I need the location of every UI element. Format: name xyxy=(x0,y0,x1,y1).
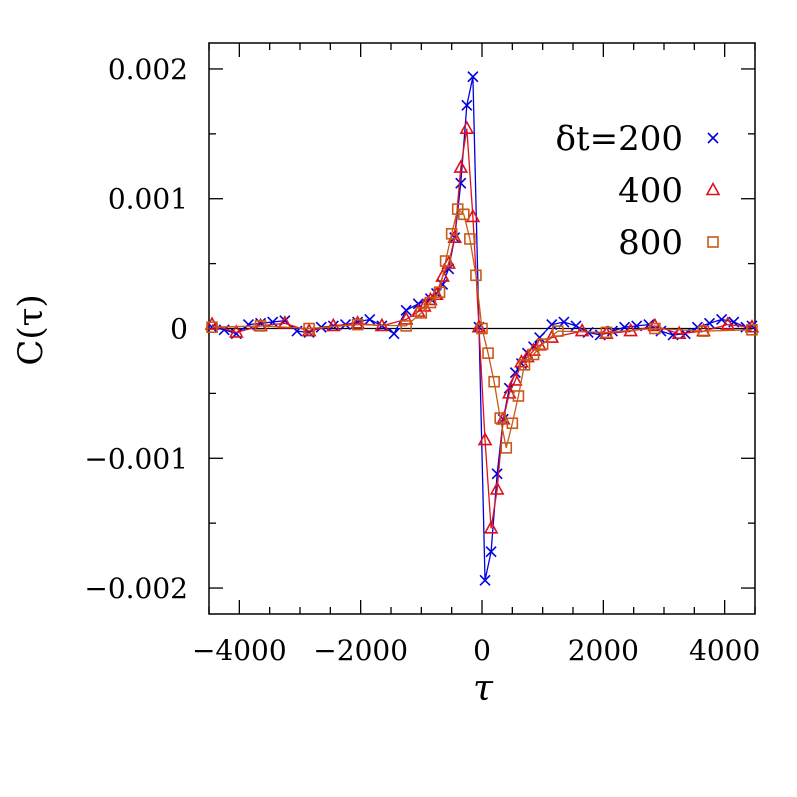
series-line xyxy=(211,128,753,529)
data-point xyxy=(301,322,317,337)
x-axis-label: τ xyxy=(473,668,494,709)
data-point xyxy=(457,208,470,221)
data-point xyxy=(445,227,458,240)
data-point xyxy=(574,322,590,337)
data-point xyxy=(746,323,758,336)
x-tick-label: 0 xyxy=(473,634,491,667)
data-point xyxy=(479,574,491,586)
data-point xyxy=(506,417,519,430)
y-axis-label: C(τ) xyxy=(11,294,51,365)
data-point xyxy=(326,317,341,332)
data-point xyxy=(744,319,760,333)
data-point xyxy=(494,412,507,424)
axis-tick-labels: −4000 −2000 0 2000 4000 −0.002 −0.001 0 0.001 0.0… xyxy=(84,53,760,667)
y-tick-label: 0 xyxy=(170,313,188,346)
data-point xyxy=(388,328,400,340)
data-point xyxy=(447,229,463,243)
data-point xyxy=(485,546,497,558)
y-tick-label: −0.001 xyxy=(84,442,188,475)
x-tick-label: 2000 xyxy=(568,634,639,667)
y-tick-label: 0.002 xyxy=(108,53,188,86)
data-point xyxy=(435,268,450,282)
data-point xyxy=(206,321,218,334)
data-point xyxy=(364,313,376,325)
data-point xyxy=(467,71,479,83)
legend-label: 400 xyxy=(618,171,683,211)
data-point xyxy=(415,307,428,319)
data-point xyxy=(647,317,663,332)
legend-label: δt=200 xyxy=(555,119,683,159)
data-point xyxy=(464,233,476,245)
data-point xyxy=(489,481,505,495)
legend-marker xyxy=(705,181,721,196)
data-point xyxy=(649,322,661,335)
data-point xyxy=(600,326,613,339)
data-point xyxy=(518,359,531,371)
data-point xyxy=(400,320,412,332)
data-point xyxy=(477,431,493,446)
data-point xyxy=(439,255,452,267)
data-point xyxy=(351,318,364,331)
data-point xyxy=(277,315,293,329)
data-point xyxy=(671,325,687,339)
data-point xyxy=(491,468,503,480)
data-point xyxy=(398,311,414,325)
series-layer xyxy=(204,71,760,586)
data-point xyxy=(476,322,488,335)
data-point xyxy=(424,296,437,309)
y-tick-label: 0.001 xyxy=(108,183,188,216)
data-point xyxy=(546,319,558,331)
data-point xyxy=(400,304,412,316)
data-point xyxy=(536,338,549,350)
data-point xyxy=(303,322,315,335)
data-point xyxy=(482,347,494,359)
data-point xyxy=(720,316,736,330)
data-point xyxy=(501,385,517,399)
legend-marker xyxy=(707,236,719,248)
data-point xyxy=(746,320,758,332)
data-point xyxy=(465,208,481,223)
data-point xyxy=(433,286,446,298)
data-point xyxy=(512,390,525,402)
legend-label: 800 xyxy=(618,223,683,263)
data-point xyxy=(697,325,710,337)
data-point xyxy=(483,520,499,534)
data-point xyxy=(453,159,469,173)
data-point xyxy=(508,372,523,386)
data-point xyxy=(429,286,444,301)
data-point xyxy=(552,325,564,337)
data-point xyxy=(527,348,540,361)
axis-ticks xyxy=(208,43,756,614)
data-point xyxy=(204,316,220,330)
data-point xyxy=(228,324,244,338)
y-tick-label: −0.002 xyxy=(84,572,188,605)
data-point xyxy=(488,375,500,388)
x-tick-label: −4000 xyxy=(192,634,287,667)
series-3 xyxy=(206,203,758,454)
x-tick-label: −2000 xyxy=(313,634,408,667)
legend: δt=200 400 800 xyxy=(555,119,721,263)
legend-marker xyxy=(707,132,719,144)
data-point xyxy=(500,442,513,454)
data-point xyxy=(254,320,267,332)
data-point xyxy=(350,315,365,329)
data-point xyxy=(470,269,482,282)
data-point xyxy=(459,120,475,134)
data-point xyxy=(461,99,473,111)
data-point xyxy=(455,177,467,189)
x-tick-label: 4000 xyxy=(689,634,760,667)
